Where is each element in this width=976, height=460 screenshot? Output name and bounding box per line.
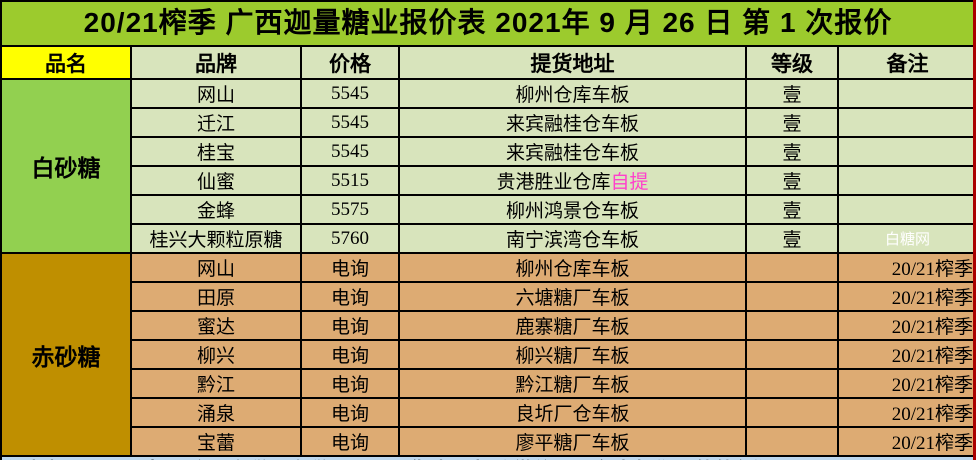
header-row: 品名 品牌 价格 提货地址 等级 备注 (0, 45, 976, 80)
cell-address: 柳州仓库车板 (398, 252, 747, 283)
cell-remark: 20/21榨季 (837, 368, 976, 399)
cell-price: 电询 (300, 426, 400, 457)
table-row: 金蜂 5575 柳州鸿景仓车板 壹 (1, 194, 976, 225)
table-row: 柳兴 电询 柳兴糖厂车板 20/21榨季 (1, 339, 976, 370)
table-row: 仙蜜 5515 贵港胜业仓库自提 壹 (1, 165, 976, 196)
cell-address: 贵港胜业仓库自提 (398, 165, 747, 196)
cell-grade (745, 397, 839, 428)
cell-price: 5545 (300, 78, 400, 109)
cell-remark (837, 78, 976, 109)
cell-price: 电询 (300, 397, 400, 428)
cell-address: 南宁滨湾仓车板 (398, 223, 747, 254)
table-row: 蜜达 电询 鹿寨糖厂车板 20/21榨季 (1, 310, 976, 341)
cell-address: 鹿寨糖厂车板 (398, 310, 747, 341)
cell-price: 电询 (300, 281, 400, 312)
cell-grade (745, 310, 839, 341)
cell-address: 良圻厂仓车板 (398, 397, 747, 428)
cell-grade: 壹 (745, 194, 839, 225)
cell-remark: 20/21榨季 (837, 310, 976, 341)
cell-remark: 20/21榨季 (837, 281, 976, 312)
cell-brand: 宝蕾 (130, 426, 302, 457)
cell-price: 5545 (300, 107, 400, 138)
cell-brand: 仙蜜 (130, 165, 302, 196)
cell-brand: 桂宝 (130, 136, 302, 167)
cell-grade: 壹 (745, 165, 839, 196)
address-text: 贵港胜业仓库 (496, 172, 611, 193)
cell-price: 5575 (300, 194, 400, 225)
category-brown-sugar: 赤砂糖 (0, 252, 132, 457)
cell-price: 5545 (300, 136, 400, 167)
cell-remark (837, 107, 976, 138)
cell-grade (745, 426, 839, 457)
header-address: 提货地址 (398, 45, 747, 80)
cell-brand: 迁江 (130, 107, 302, 138)
cell-grade (745, 368, 839, 399)
cell-price: 电询 (300, 310, 400, 341)
cell-remark (837, 165, 976, 196)
cell-brand: 柳兴 (130, 339, 302, 370)
table-row: 桂兴大颗粒原糖 5760 南宁滨湾仓车板 壹 白糖网 (1, 223, 976, 254)
cell-price: 5515 (300, 165, 400, 196)
cell-brand: 金蜂 (130, 194, 302, 225)
cell-remark: 白糖网 (837, 223, 976, 254)
cell-grade (745, 281, 839, 312)
cell-address: 六塘糖厂车板 (398, 281, 747, 312)
cell-brand: 网山 (130, 252, 302, 283)
table-row: 赤砂糖 网山 电询 柳州仓库车板 20/21榨季 (0, 252, 976, 457)
header-grade: 等级 (745, 45, 839, 80)
cell-price: 5760 (300, 223, 400, 254)
table-row: 桂宝 5545 来宾融桂仓车板 壹 (1, 136, 976, 167)
cell-brand: 网山 (130, 78, 302, 109)
cell-brand: 黔江 (130, 368, 302, 399)
category-white-sugar: 白砂糖 (0, 78, 132, 254)
cell-grade: 壹 (745, 107, 839, 138)
cell-grade (745, 339, 839, 370)
cell-address: 黔江糖厂车板 (398, 368, 747, 399)
table-row: 黔江 电询 黔江糖厂车板 20/21榨季 (1, 368, 976, 399)
sheet-title: 20/21榨季 广西迦量糖业报价表 2021年 9 月 26 日 第 1 次报价 (0, 0, 976, 45)
cell-remark: 20/21榨季 (837, 339, 976, 370)
cell-address: 柳州鸿景仓车板 (398, 194, 747, 225)
header-name: 品名 (0, 45, 132, 80)
cell-address: 来宾融桂仓车板 (398, 107, 747, 138)
cell-brand: 田原 (130, 281, 302, 312)
cell-remark: 20/21榨季 (837, 252, 976, 283)
header-brand: 品牌 (130, 45, 302, 80)
table-row: 宝蕾 电询 廖平糖厂车板 20/21榨季 (1, 426, 976, 457)
table-row: 田原 电询 六塘糖厂车板 20/21榨季 (1, 281, 976, 312)
self-pickup-highlight: 自提 (610, 172, 649, 193)
cell-grade: 壹 (745, 78, 839, 109)
cell-address: 柳兴糖厂车板 (398, 339, 747, 370)
table-row: 迁江 5545 来宾融桂仓车板 壹 (1, 107, 976, 138)
price-table: 品名 品牌 价格 提货地址 等级 备注 白砂糖 网山 5545 柳州仓库车板 壹… (0, 45, 976, 457)
cell-brand: 桂兴大颗粒原糖 (130, 223, 302, 254)
cell-price: 电询 (300, 252, 400, 283)
cell-brand: 蜜达 (130, 310, 302, 341)
cell-address: 来宾融桂仓车板 (398, 136, 747, 167)
cell-price: 电询 (300, 368, 400, 399)
cell-remark: 20/21榨季 (837, 397, 976, 428)
cell-price: 电询 (300, 339, 400, 370)
cell-remark (837, 194, 976, 225)
cell-remark (837, 136, 976, 167)
notes-block: 温馨提示：以上报价均不含税，含税另议。订货请以电话\微信\QQ确认为准，谢谢合作… (0, 457, 976, 460)
header-remark: 备注 (837, 45, 976, 80)
watermark-text: 白糖网 (884, 230, 930, 248)
cell-brand: 涌泉 (130, 397, 302, 428)
table-row: 涌泉 电询 良圻厂仓车板 20/21榨季 (1, 397, 976, 428)
cell-grade: 壹 (745, 136, 839, 167)
cell-address: 廖平糖厂车板 (398, 426, 747, 457)
header-price: 价格 (300, 45, 400, 80)
cell-grade: 壹 (745, 223, 839, 254)
cell-grade (745, 252, 839, 283)
cell-address: 柳州仓库车板 (398, 78, 747, 109)
cell-remark: 20/21榨季 (837, 426, 976, 457)
table-row: 白砂糖 网山 5545 柳州仓库车板 壹 (0, 78, 976, 254)
